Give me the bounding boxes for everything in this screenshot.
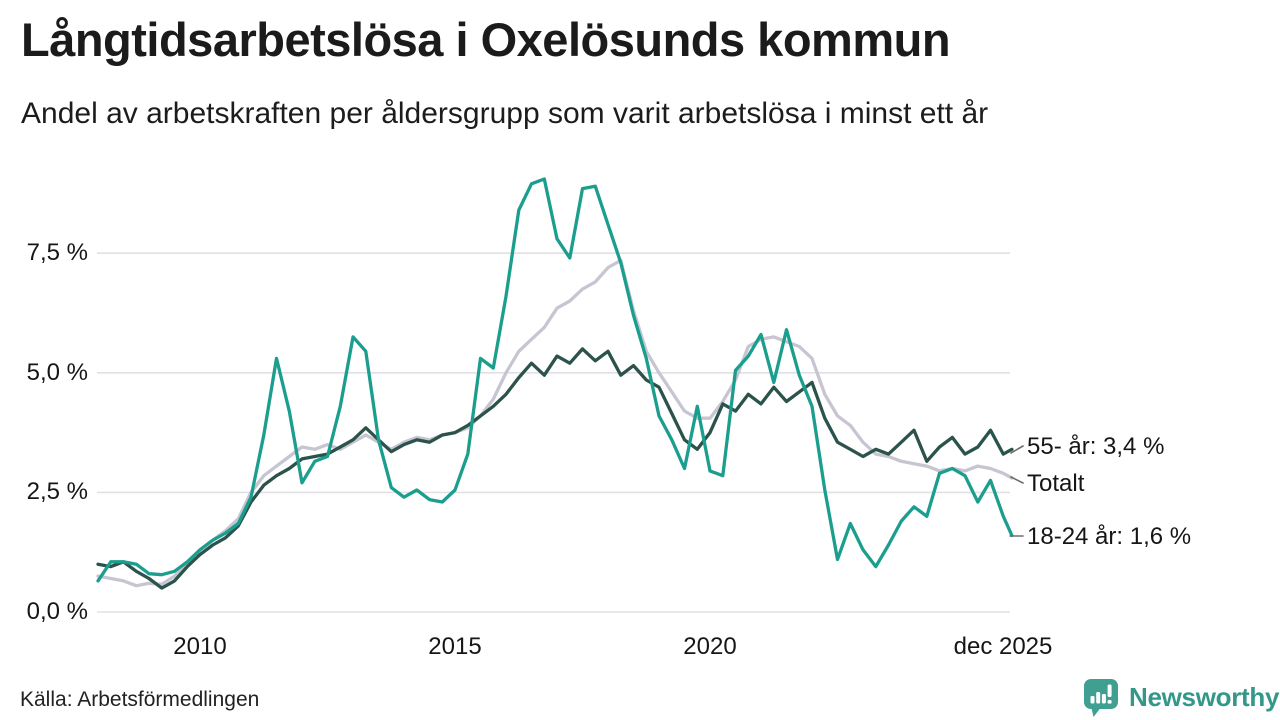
label-leader-lines — [1009, 445, 1024, 537]
series-line-totalt — [96, 258, 1014, 588]
leader-totalt — [1010, 476, 1024, 484]
page-title: Långtidsarbetslösa i Oxelösunds kommun — [21, 13, 951, 66]
series-label-55plus: 55- år: 3,4 % — [1027, 433, 1165, 460]
series-line-55plus — [96, 347, 1014, 590]
x-tick-2015: 2015 — [428, 633, 482, 660]
x-tick-2020: 2020 — [683, 633, 737, 660]
gridlines — [97, 252, 1010, 613]
y-tick-2-5: 2,5 % — [26, 478, 88, 505]
series-label-totalt: Totalt — [1027, 470, 1085, 497]
page-subtitle: Andel av arbetskraften per åldersgrupp s… — [21, 97, 989, 130]
newsworthy-logo[interactable]: Newsworthy — [1082, 676, 1279, 718]
series-label-18-24: 18-24 år: 1,6 % — [1027, 523, 1192, 550]
x-tick-2010: 2010 — [173, 633, 227, 660]
y-tick-0-0: 0,0 % — [26, 598, 88, 625]
series-line-18-24 — [96, 177, 1014, 583]
leader-55plus — [1010, 445, 1024, 454]
x-tick-dec-2025: dec 2025 — [953, 633, 1053, 660]
source-note: Källa: Arbetsförmedlingen — [20, 688, 260, 711]
y-tick-7-5: 7,5 % — [26, 239, 88, 266]
newsworthy-wordmark: Newsworthy — [1129, 681, 1280, 712]
series-lines — [96, 177, 1014, 590]
newsworthy-chart-bubble-icon — [1082, 676, 1122, 718]
y-tick-5-0: 5,0 % — [26, 359, 88, 386]
